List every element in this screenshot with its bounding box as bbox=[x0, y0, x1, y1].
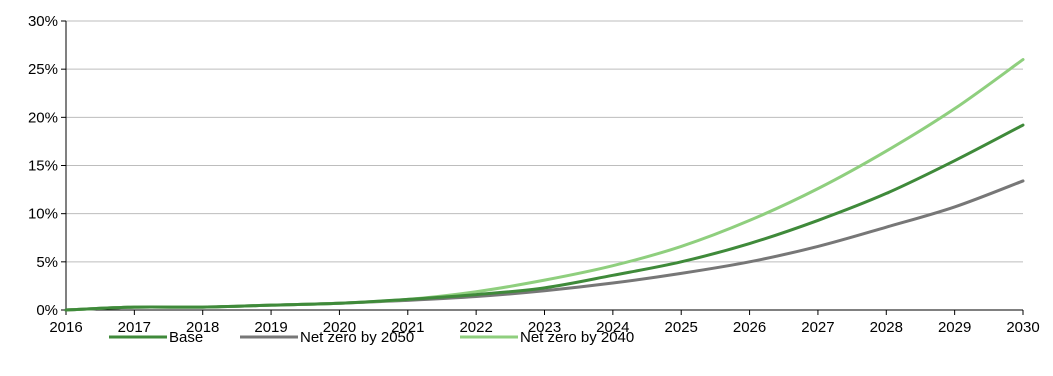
gridlines bbox=[66, 20, 1023, 263]
y-tick-label: 15% bbox=[28, 158, 58, 175]
x-tick-label: 2017 bbox=[118, 319, 151, 336]
x-tick-label: 2024 bbox=[596, 319, 629, 336]
x-tick-label: 2027 bbox=[801, 319, 834, 336]
x-tick-label: 2020 bbox=[323, 319, 356, 336]
x-tick-label: 2029 bbox=[938, 319, 971, 336]
legend-label-net-zero-by-2040: Net zero by 2040 bbox=[520, 329, 634, 346]
y-tick-label: 10% bbox=[28, 206, 58, 223]
series-line-net-zero-by-2050 bbox=[64, 179, 1025, 312]
legend: Base Net zero by 2050 Net zero by 2040 bbox=[109, 329, 634, 346]
series-line-net-zero-by-2040 bbox=[64, 58, 1025, 312]
x-tick-label: 2019 bbox=[254, 319, 287, 336]
y-tick-label: 30% bbox=[28, 13, 58, 30]
x-tick-label: 2025 bbox=[665, 319, 698, 336]
x-tick-label: 2030 bbox=[1006, 319, 1039, 336]
series-line-base bbox=[64, 123, 1025, 312]
y-tick-label: 20% bbox=[28, 109, 58, 126]
x-tick-label: 2026 bbox=[733, 319, 766, 336]
x-tick-label: 2022 bbox=[459, 319, 492, 336]
y-tick-label: 0% bbox=[36, 302, 58, 319]
axes: 0% 5% 10% 15% 20% 25% 30% 2016 2017 2018 2019 2020 2… bbox=[28, 13, 1040, 336]
legend-label-base: Base bbox=[169, 329, 203, 346]
x-tick-label: 2018 bbox=[186, 319, 219, 336]
x-tick-label: 2021 bbox=[391, 319, 424, 336]
x-tick-label: 2023 bbox=[528, 319, 561, 336]
y-tick-label: 5% bbox=[36, 254, 58, 271]
series-lines bbox=[64, 58, 1025, 312]
x-tick-label: 2028 bbox=[870, 319, 903, 336]
x-tick-label: 2016 bbox=[49, 319, 82, 336]
legend-label-net-zero-by-2050: Net zero by 2050 bbox=[300, 329, 414, 346]
y-tick-label: 25% bbox=[28, 61, 58, 78]
